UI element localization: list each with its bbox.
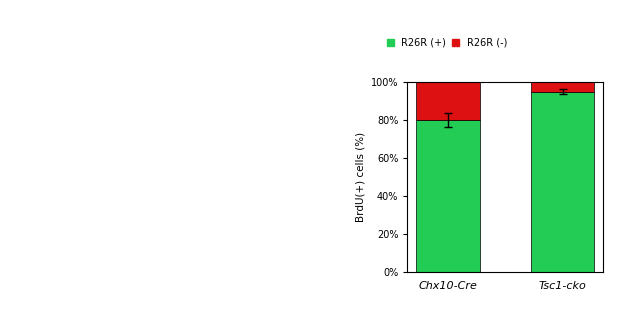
Bar [531, 92, 595, 272]
Y-axis label: BrdU(+) cells (%): BrdU(+) cells (%) [355, 132, 365, 222]
Bar [416, 120, 480, 272]
Bar [416, 82, 480, 120]
Bar [531, 82, 595, 92]
Legend: R26R (+), R26R (-): R26R (+), R26R (-) [383, 34, 511, 52]
